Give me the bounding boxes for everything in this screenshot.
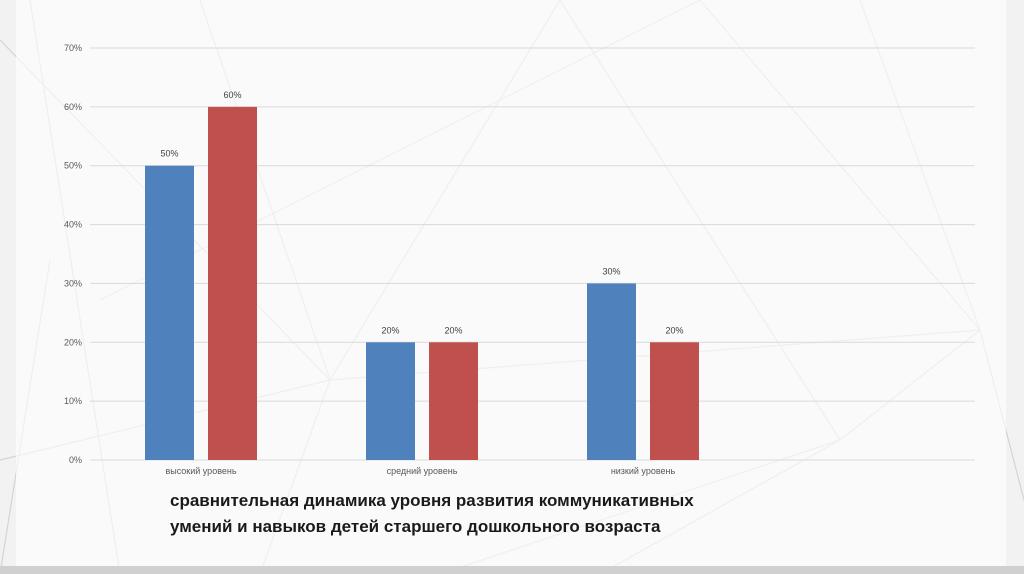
caption-line-2: умений и навыков детей старшего дошкольн… xyxy=(170,517,661,536)
bar-value-label: 20% xyxy=(444,325,462,335)
y-tick-label: 20% xyxy=(64,337,82,347)
category-labels: высокий уровень средний уровень низкий уро… xyxy=(165,466,675,476)
y-tick-label: 30% xyxy=(64,278,82,288)
x-category-label: высокий уровень xyxy=(165,466,236,476)
bar-value-label: 20% xyxy=(665,325,683,335)
x-category-label: средний уровень xyxy=(387,466,458,476)
bar xyxy=(429,342,478,460)
chart-caption: сравнительная динамика уровня развития к… xyxy=(170,488,870,540)
bar xyxy=(650,342,699,460)
bar-value-label: 20% xyxy=(381,325,399,335)
bar-value-label: 30% xyxy=(602,266,620,276)
bar-value-label: 60% xyxy=(223,90,241,100)
caption-line-1: сравнительная динамика уровня развития к… xyxy=(170,491,694,510)
y-tick-label: 50% xyxy=(64,161,82,171)
y-tick-label: 10% xyxy=(64,396,82,406)
x-category-label: низкий уровень xyxy=(611,466,676,476)
data-labels: 50% 60% 20% 20% 30% 20% xyxy=(160,90,683,335)
bar xyxy=(208,106,257,460)
y-tick-label: 40% xyxy=(64,220,82,230)
bar xyxy=(587,283,636,460)
bottom-bar xyxy=(0,566,1024,574)
y-tick-label: 70% xyxy=(64,43,82,53)
y-tick-label: 60% xyxy=(64,102,82,112)
y-axis-ticks: 0% 10% 20% 30% 40% 50% 60% 70% xyxy=(64,43,82,465)
y-tick-label: 0% xyxy=(69,455,82,465)
bar xyxy=(145,165,194,460)
bars xyxy=(145,106,699,460)
bar-value-label: 50% xyxy=(160,149,178,159)
bar xyxy=(366,342,415,460)
